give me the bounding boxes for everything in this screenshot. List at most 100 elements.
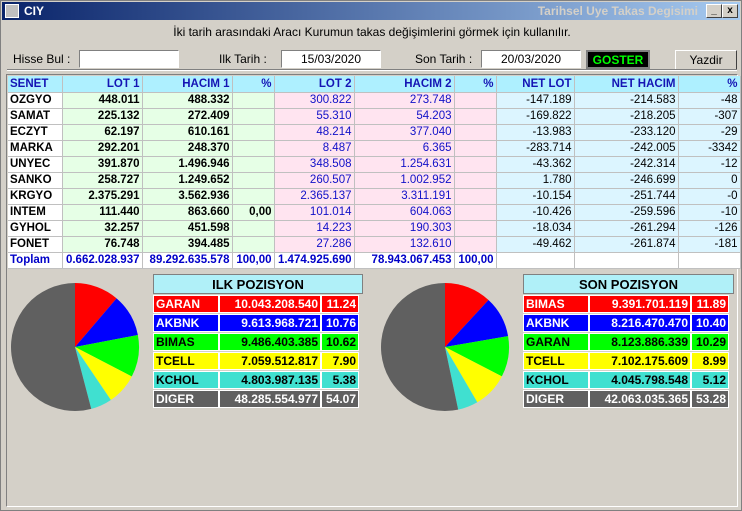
app-label: CIY [24,4,45,18]
pie-slice-akbnk [445,300,509,347]
value-cell: -29 [678,124,741,141]
column-header[interactable]: NET LOT [496,76,575,93]
column-header[interactable]: HACIM 1 [142,76,233,93]
pie-slice-kchol [445,347,478,410]
total-row: Toplam 0.662.028.937 89.292.635.578 100,00 1… [8,252,741,269]
value-cell: -246.699 [574,172,679,189]
ilk-pozisyon-pie [11,283,140,411]
position-value: 8.216.470.470 [589,314,691,332]
value-cell: -3342 [678,140,741,157]
value-cell: -261.294 [574,220,679,237]
goster-button[interactable]: GOSTER [586,50,650,69]
value-cell: 6.365 [354,140,455,157]
value-cell: -261.874 [574,236,679,253]
position-symbol: KCHOL [153,371,219,389]
position-percent: 54.07 [321,390,359,408]
value-cell: 14.223 [274,220,355,237]
position-row: KCHOL 4.045.798.548 5.12 [523,371,729,389]
value-cell [232,124,275,141]
value-cell: 190.303 [354,220,455,237]
value-cell: 2.365.137 [274,188,355,205]
table-row[interactable]: SAMAT 225.132 272.409 55.310 54.203 -169.822-… [8,108,741,125]
app-icon [5,4,19,18]
yazdir-button[interactable]: Yazdir [675,50,737,71]
table-row[interactable]: KRGYO 2.375.291 3.562.936 2.365.137 3.311.19… [8,188,741,205]
minimize-button[interactable]: _ [706,4,722,18]
value-cell: 62.197 [62,124,143,141]
value-cell: 111.440 [62,204,143,221]
value-cell: -218.205 [574,108,679,125]
position-value: 10.043.208.540 [219,295,321,313]
value-cell [454,188,497,205]
hisse-bul-input[interactable] [79,50,179,68]
total-cell [496,252,575,269]
pie-slice-akbnk [75,298,138,347]
position-value: 9.613.968.721 [219,314,321,332]
value-cell [232,220,275,237]
value-cell: 377.040 [354,124,455,141]
symbol-cell: KRGYO [8,188,63,205]
position-percent: 11.24 [321,295,359,313]
table-row[interactable]: ECZYT 62.197 610.161 48.214 377.040 -13.983 -2… [8,124,741,141]
value-cell: -233.120 [574,124,679,141]
value-cell: 101.014 [274,204,355,221]
close-button[interactable]: x [722,4,738,18]
pie-slice-bimas [445,283,489,347]
position-value: 7.102.175.609 [589,352,691,370]
total-cell: 0.662.028.937 [62,252,143,269]
value-cell: 610.161 [142,124,233,141]
value-cell: 1.249.652 [142,172,233,189]
column-header[interactable]: HACIM 2 [354,76,455,93]
column-header[interactable]: LOT 1 [62,76,143,93]
pie-slice-kchol [75,347,111,409]
symbol-cell: INTEM [8,204,63,221]
value-cell: 3.562.936 [142,188,233,205]
value-cell: 488.332 [142,92,233,109]
value-cell: -48 [678,92,741,109]
table-row[interactable]: MARKA 292.201 248.370 8.487 6.365 -283.714 -24… [8,140,741,157]
title-bar[interactable]: CIY Tarihsel Uye Takas Degisimi _ x [2,2,740,20]
table-row[interactable]: FONET 76.748 394.485 27.286 132.610 -49.462 -2… [8,236,741,253]
table-row[interactable]: GYHOL 32.257 451.598 14.223 190.303 -18.034 -2… [8,220,741,237]
column-header[interactable]: % [232,76,275,93]
value-cell: -49.462 [496,236,575,253]
position-row: GARAN 8.123.886.339 10.29 [523,333,729,351]
value-cell [454,108,497,125]
column-header[interactable]: NET HACIM [574,76,679,93]
position-row: AKBNK 9.613.968.721 10.76 [153,314,359,332]
column-header[interactable]: LOT 2 [274,76,355,93]
total-cell: 1.474.925.690 [274,252,355,269]
value-cell: -18.034 [496,220,575,237]
total-cell: 78.943.067.453 [354,252,455,269]
position-percent: 8.99 [691,352,729,370]
position-percent: 10.29 [691,333,729,351]
table-row[interactable]: SANKO 258.727 1.249.652 260.507 1.002.952 1.7… [8,172,741,189]
value-cell: -307 [678,108,741,125]
column-header[interactable]: SENET [8,76,63,93]
table-row[interactable]: OZGYO 448.011 488.332 300.822 273.748 -147.18… [8,92,741,109]
table-row[interactable]: INTEM 111.440 863.660 0,00 101.014 604.063 -10… [8,204,741,221]
ilk-pozisyon-title: ILK POZISYON [153,274,363,294]
ilk-pozisyon-table: GARAN 10.043.208.540 11.24 AKBNK 9.613.968.7… [153,294,359,409]
table-row[interactable]: UNYEC 391.870 1.496.946 348.508 1.254.631 -43… [8,156,741,173]
value-cell: 391.870 [62,156,143,173]
value-cell: -10.426 [496,204,575,221]
pie-slice-garan [75,283,117,347]
value-cell: -242.314 [574,156,679,173]
column-header[interactable]: % [678,76,741,93]
column-header[interactable]: % [454,76,497,93]
position-symbol: AKBNK [523,314,589,332]
position-percent: 5.38 [321,371,359,389]
value-cell: 273.748 [354,92,455,109]
value-cell: 248.370 [142,140,233,157]
position-percent: 10.62 [321,333,359,351]
ilk-tarih-field[interactable]: 15/03/2020 [281,50,381,68]
total-label: Toplam [8,252,63,269]
value-cell: -126 [678,220,741,237]
value-cell [232,140,275,157]
son-tarih-field[interactable]: 20/03/2020 [481,50,581,68]
position-value: 42.063.035.365 [589,390,691,408]
position-symbol: BIMAS [523,295,589,313]
symbol-cell: FONET [8,236,63,253]
